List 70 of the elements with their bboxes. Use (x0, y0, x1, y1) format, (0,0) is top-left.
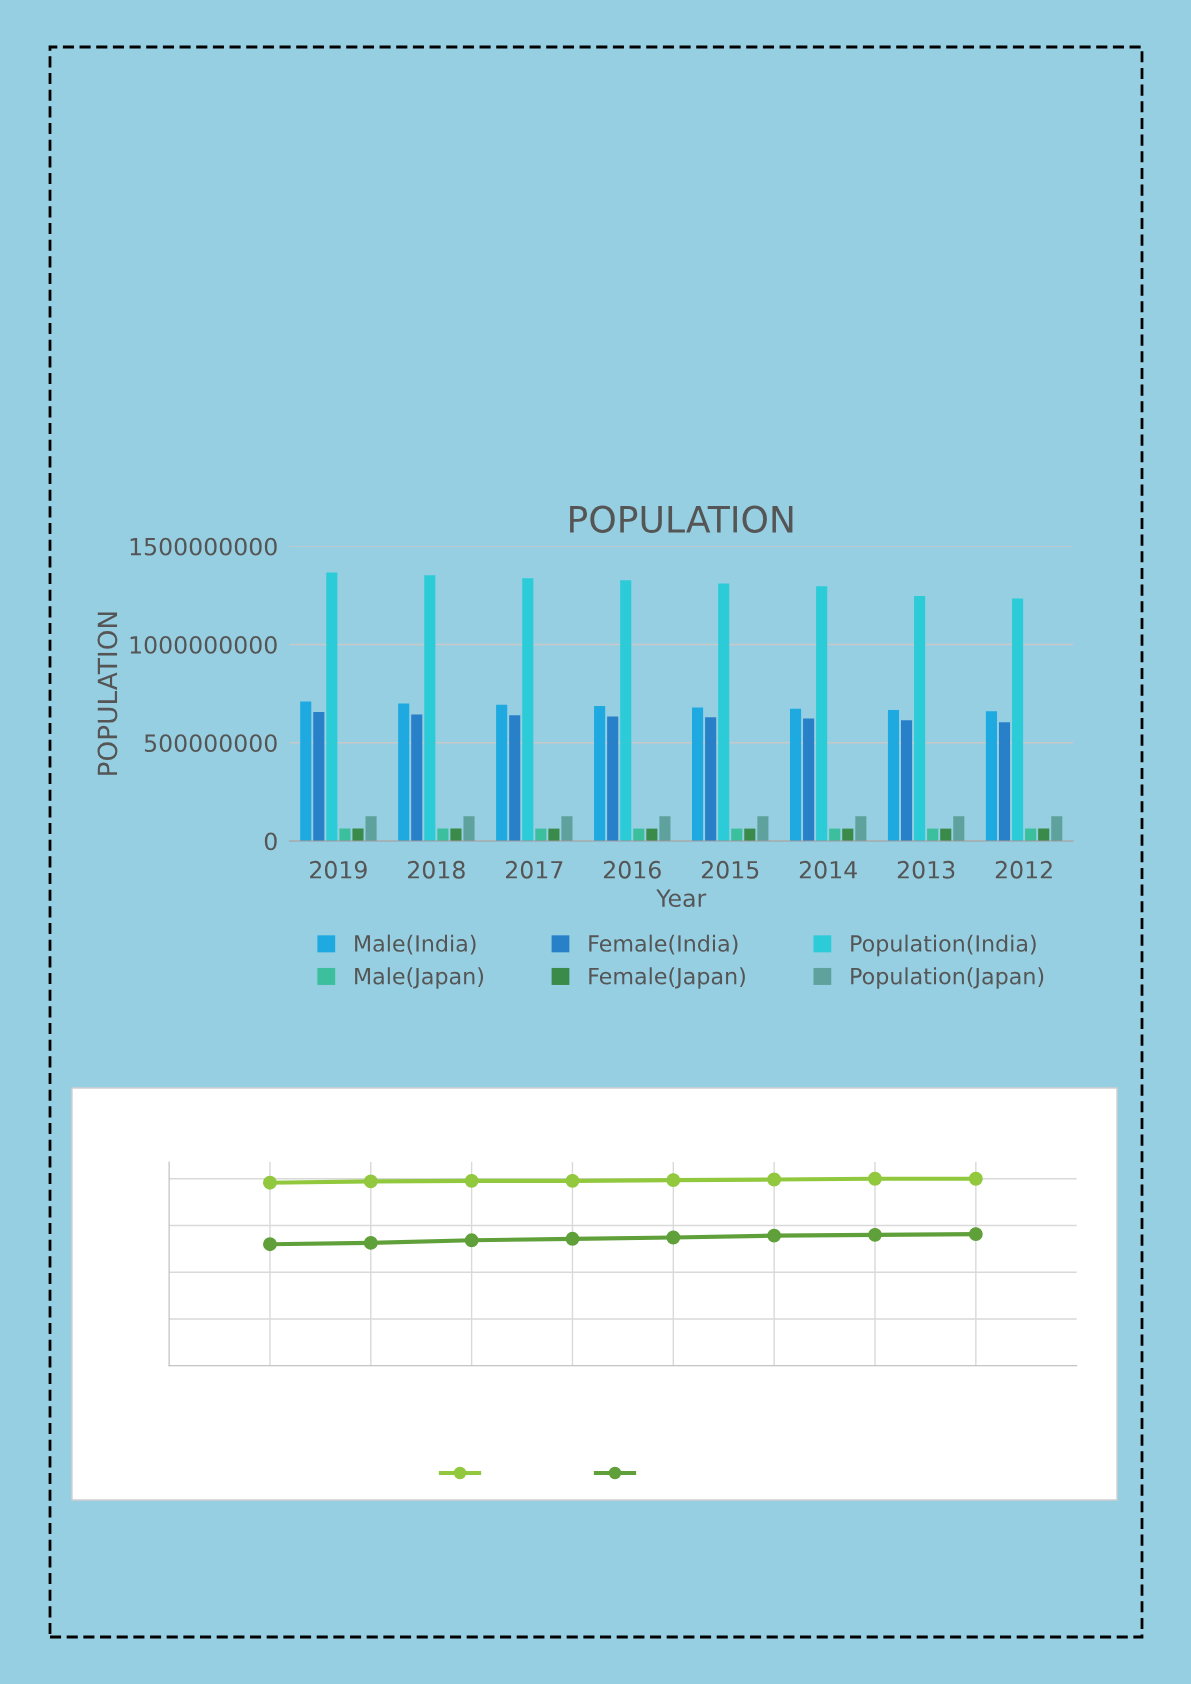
bar (326, 572, 338, 841)
bar (718, 583, 730, 841)
bar (985, 711, 998, 841)
x-tick-label: 2017 (506, 860, 563, 879)
y-tick-label: 1500000000 (130, 537, 277, 556)
x-axis-title: Year (656, 889, 707, 908)
x-tick-label: 2012 (995, 860, 1052, 879)
bar (901, 720, 913, 841)
point (767, 1172, 782, 1187)
legend-label: Male(India) (355, 934, 476, 955)
y-tick-label: 500000000 (144, 734, 277, 753)
point (968, 1171, 983, 1186)
y-tick-label: 0 (264, 832, 277, 851)
legend-label: Population(Japan) (851, 967, 1044, 989)
y-tick-label: 1000000000 (130, 635, 277, 654)
bar (692, 707, 704, 841)
bar (607, 716, 619, 841)
legend-label: Male(Japan) (355, 967, 484, 989)
bar (561, 816, 573, 841)
bar (594, 706, 606, 841)
bar (522, 578, 534, 841)
x-tick-label: 2015 (701, 860, 759, 879)
bar (757, 816, 769, 841)
point (666, 1230, 681, 1245)
bar (659, 816, 671, 841)
point (363, 1174, 378, 1189)
bar (1012, 598, 1024, 841)
point (464, 1233, 479, 1248)
x-tick-label: 2016 (603, 860, 661, 879)
point (565, 1173, 580, 1188)
bar (496, 704, 508, 841)
bar (463, 816, 475, 841)
x-tick-label: 2013 (897, 860, 955, 879)
point (363, 1235, 378, 1250)
bar (365, 816, 377, 841)
bar (424, 575, 436, 841)
bar (953, 816, 965, 841)
bar (914, 596, 926, 841)
bar (887, 709, 900, 841)
bar (789, 708, 802, 841)
chart-title: POPULATION (570, 505, 793, 533)
bar (313, 711, 325, 841)
bar (705, 717, 717, 841)
bar (816, 586, 828, 841)
x-tick-label: 2014 (799, 860, 857, 879)
bar (855, 816, 867, 841)
legend-label: Population(India) (851, 934, 1036, 957)
legend-label: Female(Japan) (589, 967, 745, 989)
bar (998, 722, 1011, 841)
point (868, 1227, 882, 1242)
bar (398, 703, 410, 841)
point (666, 1173, 681, 1188)
x-tick-label: 2019 (310, 860, 367, 879)
bar (803, 718, 815, 841)
point (868, 1171, 882, 1186)
bar (352, 828, 364, 841)
point (263, 1175, 277, 1190)
bar (509, 715, 521, 841)
point (464, 1173, 479, 1188)
x-tick-label: 2018 (408, 860, 465, 879)
point (565, 1231, 580, 1246)
point (263, 1237, 277, 1252)
bar (1051, 816, 1063, 841)
bar (300, 701, 312, 841)
legend-label: Female(India) (589, 934, 738, 955)
y-axis-title: POPULATION (97, 612, 118, 775)
bar (411, 714, 423, 841)
point (767, 1228, 782, 1243)
point (968, 1227, 983, 1242)
bar (620, 580, 632, 841)
